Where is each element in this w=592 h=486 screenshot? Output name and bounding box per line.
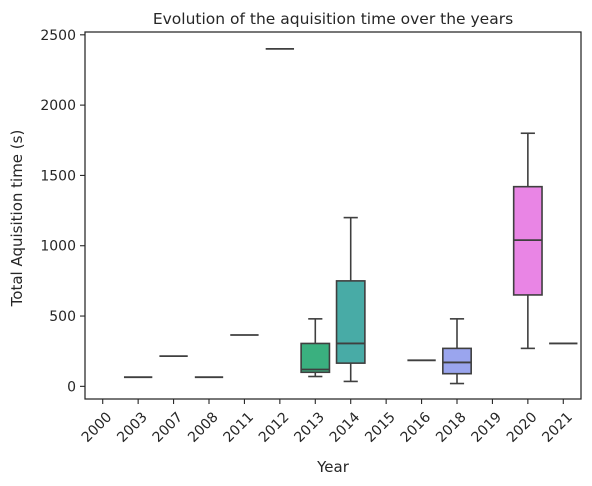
y-tick-label: 1000 — [40, 239, 76, 255]
box-body — [335, 280, 366, 364]
y-axis: 0 500 1000 1500 2000 2500 — [40, 28, 85, 395]
chart-title: Evolution of the aquisition time over th… — [153, 10, 513, 28]
y-tick-label: 1500 — [40, 168, 76, 184]
y-tick-label: 2000 — [40, 98, 76, 114]
box-body — [300, 342, 331, 374]
y-tick-label: 0 — [67, 379, 76, 395]
y-tick-label: 500 — [49, 309, 76, 325]
box-2018 — [442, 318, 472, 385]
x-axis-title: Year — [316, 458, 350, 476]
box-2014 — [335, 216, 366, 383]
boxes-layer — [123, 47, 578, 385]
y-axis-title: Total Aquisition time (s) — [8, 130, 26, 308]
box-2013 — [300, 318, 331, 378]
box-2020 — [512, 132, 543, 350]
box-body — [442, 347, 472, 375]
plot-frame — [84, 31, 582, 400]
y-tick-label: 2500 — [40, 28, 76, 44]
